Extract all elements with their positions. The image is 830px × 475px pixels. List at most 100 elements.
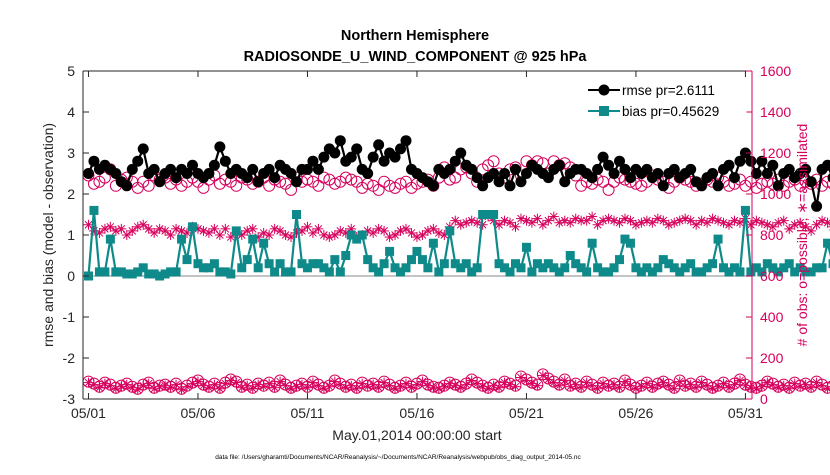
legend: rmse pr=2.6111 bias pr=0.45629	[584, 78, 746, 124]
bias-point	[380, 259, 389, 268]
legend-rmse-label: rmse pr=2.6111	[622, 83, 715, 98]
bias-point	[248, 235, 257, 244]
assimilated-obs-point	[812, 220, 822, 230]
x-axis-label: May.01,2014 00:00:00 start	[332, 427, 502, 443]
rmse-point	[401, 135, 412, 146]
assimilated-obs-point	[538, 370, 548, 380]
bias-point	[232, 226, 241, 235]
assimilated-obs-point	[658, 216, 668, 226]
bias-point	[741, 206, 750, 215]
rmse-point	[121, 180, 132, 191]
assimilated-obs-point	[532, 381, 542, 391]
rmse-point	[592, 164, 603, 175]
assimilated-obs-point	[401, 224, 411, 234]
rmse-point	[209, 160, 220, 171]
bias-point	[172, 267, 181, 276]
assimilated-obs-point	[149, 228, 159, 238]
bias-point	[429, 239, 438, 248]
assimilated-obs-point	[417, 230, 427, 240]
rmse-point	[609, 168, 620, 179]
assimilated-obs-point	[461, 380, 471, 390]
bias-point	[823, 239, 830, 248]
rmse-point	[767, 160, 778, 171]
bias-point	[259, 239, 268, 248]
rmse-point	[313, 164, 324, 175]
assimilated-obs-point	[368, 228, 378, 238]
y-right-tick-label: 1400	[760, 104, 791, 120]
assimilated-obs-point	[144, 224, 154, 234]
y-left-tick-label: 1	[67, 227, 75, 243]
rmse-point	[751, 168, 762, 179]
bias-point	[686, 259, 695, 268]
x-tick-label: 05/01	[71, 405, 106, 421]
bias-point	[582, 267, 591, 276]
bias-point	[270, 267, 279, 276]
rmse-point	[149, 164, 160, 175]
rmse-point	[220, 156, 231, 167]
assimilated-obs-point	[587, 212, 597, 222]
bias-point	[276, 259, 285, 268]
assimilated-obs-point	[543, 216, 553, 226]
assimilated-obs-point	[691, 220, 701, 230]
assimilated-obs-point	[330, 230, 340, 240]
assimilated-obs-point	[729, 380, 739, 390]
assimilated-obs-point	[406, 228, 416, 238]
x-tick-label: 05/26	[618, 405, 653, 421]
assimilated-obs-point	[127, 226, 137, 236]
assimilated-obs-point	[220, 224, 230, 234]
bias-point	[588, 239, 597, 248]
y-axis-label-left: rmse and bias (model - observation)	[40, 123, 56, 347]
rmse-point	[658, 180, 669, 191]
assimilated-obs-point	[94, 383, 104, 393]
y-right-tick-label: 800	[760, 227, 784, 243]
rmse-point	[499, 168, 510, 179]
bias-point	[385, 247, 394, 256]
assimilated-obs-point	[122, 230, 132, 240]
chart-subtitle: RADIOSONDE_U_WIND_COMPONENT @ 925 hPa	[244, 49, 588, 65]
rmse-point	[362, 168, 373, 179]
bias-point	[785, 259, 794, 268]
y-right-tick-label: 600	[760, 268, 784, 284]
assimilated-obs-point	[620, 377, 630, 387]
assimilated-obs-point	[702, 218, 712, 228]
bias-point	[89, 206, 98, 215]
x-tick-label: 05/11	[290, 405, 324, 421]
bias-point	[462, 259, 471, 268]
assimilated-obs-point	[565, 218, 575, 228]
bias-point	[527, 267, 536, 276]
x-tick-label: 05/16	[399, 405, 434, 421]
bias-point	[226, 269, 235, 278]
assimilated-obs-point	[450, 216, 460, 226]
y-right-tick-label: 1600	[760, 63, 791, 79]
rmse-point	[351, 143, 362, 154]
rmse-point	[811, 201, 822, 212]
rmse-point	[335, 135, 346, 146]
bias-point	[418, 255, 427, 264]
bias-point	[183, 255, 192, 264]
assimilated-obs-point	[308, 228, 318, 238]
assimilated-obs-point	[779, 216, 789, 226]
bias-point	[708, 259, 717, 268]
bias-point	[325, 267, 334, 276]
assimilated-obs-point	[510, 382, 520, 392]
bias-point	[341, 251, 350, 260]
bias-point	[489, 210, 498, 219]
assimilated-obs-point	[417, 377, 427, 387]
bias-point	[473, 263, 482, 272]
y-left-tick-label: -1	[63, 309, 76, 325]
rmse-point	[214, 141, 225, 152]
bias-point	[714, 235, 723, 244]
assimilated-obs-point	[582, 216, 592, 226]
y-left-tick-label: 4	[67, 104, 75, 120]
y-left-tick-label: 3	[67, 145, 75, 161]
rmse-point	[269, 172, 280, 183]
bias-point	[237, 263, 246, 272]
bias-point	[653, 263, 662, 272]
rmse-point	[745, 156, 756, 167]
rmse-point	[713, 180, 724, 191]
assimilated-obs-point	[275, 377, 285, 387]
assimilated-obs-point	[686, 216, 696, 226]
y-left-tick-label: 5	[67, 63, 75, 79]
assimilated-obs-point	[527, 218, 537, 228]
